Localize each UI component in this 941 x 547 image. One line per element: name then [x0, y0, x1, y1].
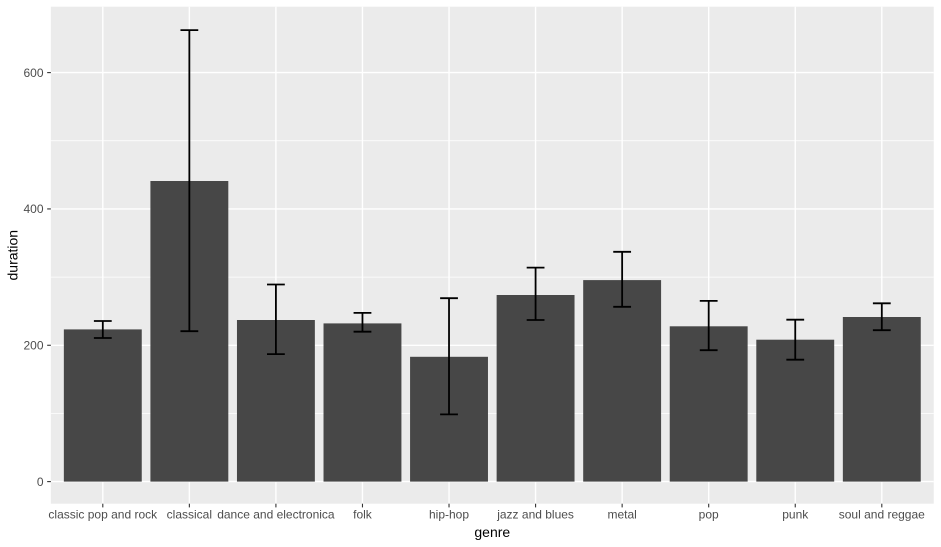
svg-text:punk: punk — [782, 508, 809, 522]
svg-text:metal: metal — [607, 508, 636, 522]
svg-text:soul and reggae: soul and reggae — [839, 508, 925, 522]
svg-text:dance and electronica: dance and electronica — [217, 508, 335, 522]
svg-text:400: 400 — [23, 202, 43, 216]
svg-text:genre: genre — [474, 524, 510, 540]
svg-text:jazz and blues: jazz and blues — [496, 508, 574, 522]
svg-text:classical: classical — [167, 508, 212, 522]
svg-text:folk: folk — [353, 508, 373, 522]
svg-text:duration: duration — [4, 230, 20, 281]
svg-text:pop: pop — [699, 508, 719, 522]
svg-text:200: 200 — [23, 339, 43, 353]
svg-text:classic pop and rock: classic pop and rock — [48, 508, 158, 522]
svg-text:600: 600 — [23, 66, 43, 80]
svg-text:hip-hop: hip-hop — [429, 508, 469, 522]
svg-text:0: 0 — [37, 475, 44, 489]
